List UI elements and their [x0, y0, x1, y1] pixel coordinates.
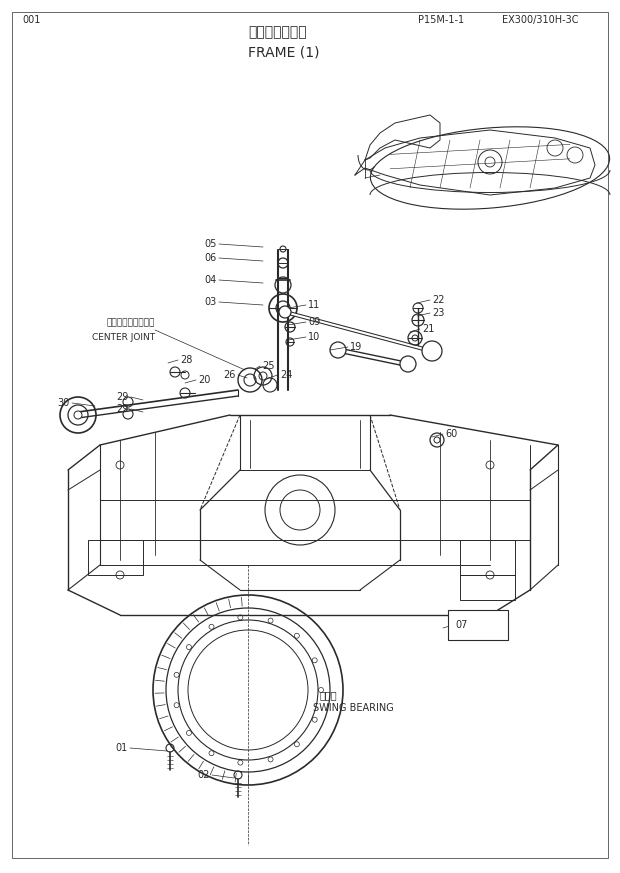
Bar: [88, 540, 143, 575]
Circle shape: [330, 342, 346, 358]
Text: 19: 19: [350, 342, 362, 352]
Text: 29: 29: [117, 392, 129, 402]
Text: 28: 28: [180, 355, 192, 365]
Circle shape: [422, 341, 442, 361]
Text: 06: 06: [205, 253, 217, 263]
Text: 20: 20: [198, 375, 210, 385]
Text: 05: 05: [205, 239, 217, 249]
Bar: [448, 610, 508, 640]
Text: P15M-1-1: P15M-1-1: [418, 15, 464, 25]
Text: 24: 24: [280, 370, 293, 380]
Text: 04: 04: [205, 275, 217, 285]
Text: 02: 02: [198, 770, 210, 780]
Text: 旋回輪: 旋回輪: [320, 690, 338, 700]
Circle shape: [279, 306, 291, 318]
Text: 21: 21: [422, 324, 435, 334]
Text: 11: 11: [308, 300, 321, 310]
Text: EX300/310H-3C: EX300/310H-3C: [502, 15, 578, 25]
Text: SWING BEARING: SWING BEARING: [313, 703, 394, 713]
Text: CENTER JOINT: CENTER JOINT: [92, 333, 155, 341]
Text: 10: 10: [308, 332, 321, 342]
Text: 25: 25: [262, 361, 275, 371]
Bar: [460, 540, 515, 575]
Text: 26: 26: [224, 370, 236, 380]
Text: 001: 001: [22, 15, 40, 25]
Text: 03: 03: [205, 297, 217, 307]
Text: 07: 07: [455, 620, 467, 630]
Text: 30: 30: [58, 398, 70, 408]
Circle shape: [74, 411, 82, 419]
Text: 29: 29: [117, 404, 129, 414]
Circle shape: [400, 356, 416, 372]
Text: 01: 01: [116, 743, 128, 753]
Text: FRAME (1): FRAME (1): [248, 45, 319, 59]
Text: フレーム（１）: フレーム（１）: [248, 25, 307, 39]
Text: 23: 23: [432, 308, 445, 318]
Text: センタージョイント: センタージョイント: [107, 319, 155, 327]
Text: 22: 22: [432, 295, 445, 305]
Text: 09: 09: [308, 317, 321, 327]
Text: 60: 60: [445, 429, 458, 439]
Bar: [460, 575, 515, 600]
